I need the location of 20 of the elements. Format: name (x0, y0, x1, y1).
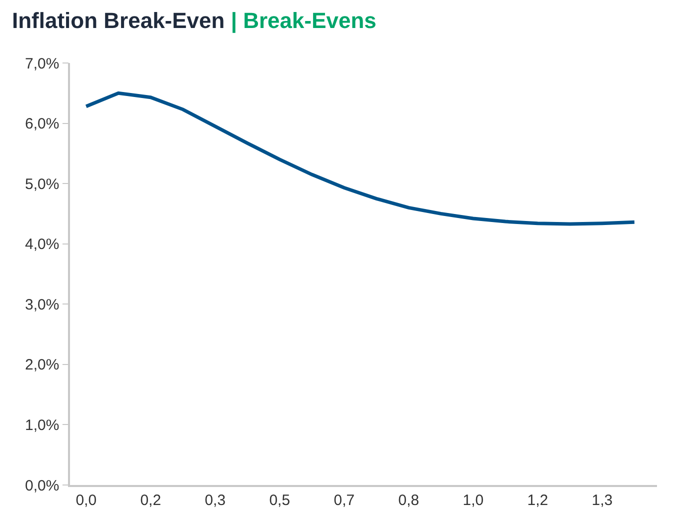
y-tick-label: 5,0% (25, 176, 60, 193)
x-tick-label: 0,3 (204, 492, 226, 509)
y-tick-label: 3,0% (25, 296, 60, 314)
chart-title: Inflation Break-Even (12, 8, 225, 33)
x-tick-label: 0,0 (76, 492, 97, 509)
x-tick-label: 0,8 (398, 492, 420, 509)
chart-subtitle: | Break-Evens (230, 8, 376, 33)
x-tick-label: 0,2 (140, 492, 162, 509)
y-tick-label: 2,0% (25, 356, 60, 374)
y-tick-label: 6,0% (25, 116, 60, 133)
y-tick-label: 1,0% (25, 416, 60, 434)
x-tick-label: 1,3 (592, 492, 613, 509)
line-series (84, 91, 636, 226)
y-tick-label: 4,0% (25, 236, 60, 254)
x-tick-label: 0,7 (334, 492, 355, 509)
y-tick-label: 7,0% (25, 55, 60, 72)
y-tick-label: 0,0% (25, 477, 60, 494)
x-tick-label: 1,0 (462, 492, 484, 509)
x-tick-label: 1,2 (527, 492, 548, 509)
x-tick-label: 0,5 (269, 492, 290, 509)
